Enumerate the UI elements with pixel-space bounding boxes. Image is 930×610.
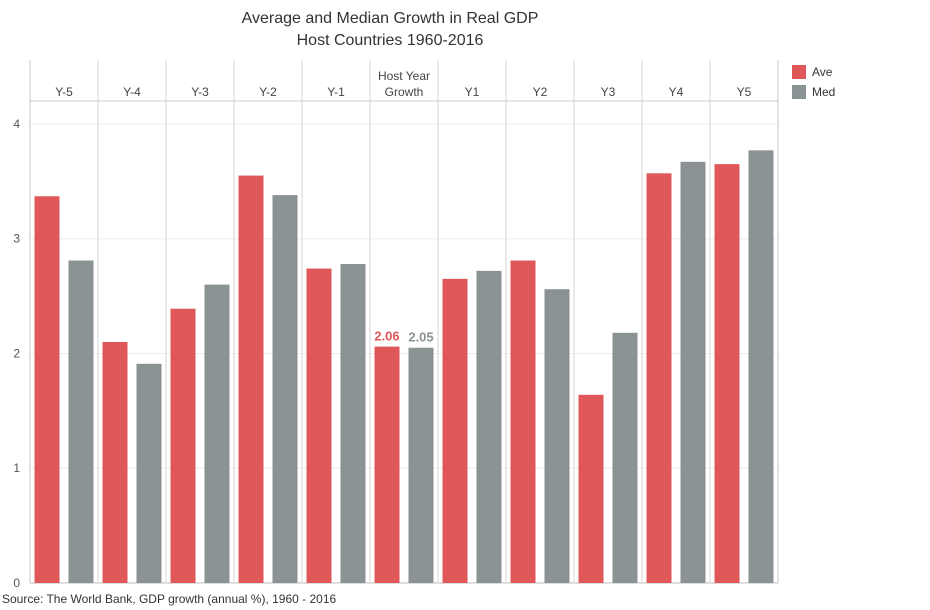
legend-label-med: Med xyxy=(812,85,836,99)
category-label: Y2 xyxy=(533,85,548,99)
source-note: Source: The World Bank, GDP growth (annu… xyxy=(2,592,337,606)
category-label: Y-2 xyxy=(259,85,277,99)
bar-ave xyxy=(510,260,536,583)
bar-ave xyxy=(442,278,468,583)
legend-swatch-med xyxy=(792,85,806,99)
bar-med xyxy=(748,150,774,583)
bar-med xyxy=(680,161,706,584)
bar-ave xyxy=(102,342,128,583)
category-label: Y5 xyxy=(737,85,752,99)
category-label: Growth xyxy=(385,85,424,99)
chart-title-block: Average and Median Growth in Real GDP Ho… xyxy=(100,8,680,52)
category-label: Y1 xyxy=(465,85,480,99)
category-label: Y-5 xyxy=(55,85,73,99)
category-label: Host Year xyxy=(378,69,430,83)
bar-med xyxy=(612,332,638,583)
bar-med xyxy=(340,263,366,583)
legend-item-ave[interactable]: Ave xyxy=(792,62,835,82)
bar-ave xyxy=(170,308,196,583)
chart-title: Average and Median Growth in Real GDP xyxy=(241,10,539,27)
bar-med xyxy=(408,347,434,583)
bar-med xyxy=(204,284,230,583)
y-tick-label: 4 xyxy=(13,117,20,131)
category-label: Y4 xyxy=(669,85,684,99)
y-tick-label: 3 xyxy=(13,232,20,246)
legend-label-ave: Ave xyxy=(812,65,833,79)
bar-ave xyxy=(306,268,332,583)
bar-ave xyxy=(646,173,672,584)
legend: Ave Med xyxy=(792,62,835,102)
bar-med xyxy=(136,363,162,583)
legend-swatch-ave xyxy=(792,65,806,79)
data-label-med: 2.05 xyxy=(408,330,433,345)
y-tick-label: 2 xyxy=(13,346,20,360)
y-tick-label: 0 xyxy=(13,576,20,590)
category-label: Y-1 xyxy=(327,85,345,99)
category-label: Y-3 xyxy=(191,85,209,99)
category-label: Y3 xyxy=(601,85,616,99)
data-label-ave: 2.06 xyxy=(374,329,399,344)
bar-med xyxy=(476,270,502,583)
category-label: Y-4 xyxy=(123,85,141,99)
bar-ave xyxy=(578,394,604,583)
bar-ave xyxy=(714,164,740,583)
bar-med xyxy=(68,260,94,583)
chart-subtitle: Host Countries 1960-2016 xyxy=(296,32,484,49)
y-tick-label: 1 xyxy=(13,461,20,475)
legend-item-med[interactable]: Med xyxy=(792,82,835,102)
bar-ave xyxy=(374,346,400,583)
bar-med xyxy=(544,289,570,583)
bar-med xyxy=(272,195,298,583)
bar-ave xyxy=(238,175,264,583)
bar-ave xyxy=(34,196,60,583)
